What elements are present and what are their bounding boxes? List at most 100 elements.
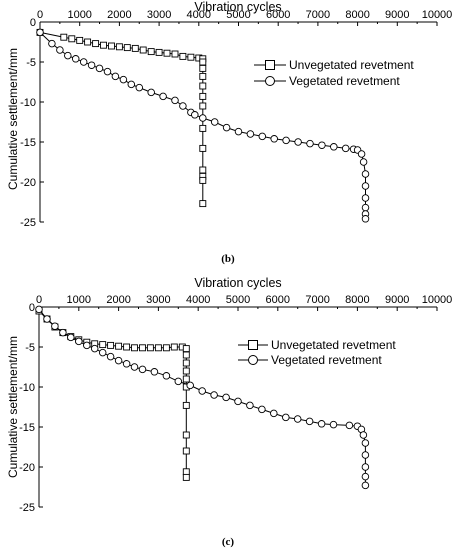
chart-c-legend: Unvegetated revetment Vegetated revetmen…: [238, 338, 396, 367]
legend-b-label-unvegetated: Unvegetated revetment: [289, 58, 414, 72]
chart-b-x-tick-label: 7000: [306, 9, 330, 21]
chart-c-axes: [38, 306, 438, 508]
data-point-unvegetated: [147, 48, 155, 56]
chart-c-y-tick-label: -25: [19, 502, 35, 514]
data-point-vegetated: [75, 337, 83, 346]
data-point-vegetated: [114, 356, 123, 365]
chart-c-y-tick-label: -20: [19, 462, 35, 474]
chart-b-x-tick-label: 4000: [187, 9, 211, 21]
data-point-unvegetated: [199, 72, 207, 80]
data-point-unvegetated: [182, 367, 190, 375]
data-point-unvegetated: [182, 468, 190, 476]
data-point-vegetated: [361, 170, 370, 178]
data-point-vegetated: [171, 96, 179, 105]
data-point-unvegetated: [170, 343, 178, 351]
data-point-vegetated: [345, 421, 354, 430]
data-point-unvegetated: [182, 447, 190, 455]
chart-b-x-tick-label: 3000: [147, 9, 171, 21]
data-point-vegetated: [258, 132, 267, 141]
chart-c-y-tick-label: 0: [29, 302, 35, 314]
data-point-vegetated: [83, 341, 91, 350]
legend-c-label-unvegetated: Unvegetated revetment: [271, 338, 396, 352]
data-point-unvegetated: [182, 345, 190, 353]
data-point-vegetated: [95, 64, 104, 73]
data-point-vegetated: [341, 144, 350, 153]
data-point-vegetated: [150, 368, 159, 376]
data-point-vegetated: [162, 372, 171, 380]
data-point-unvegetated: [92, 40, 100, 48]
chart-b-legend: Unvegetated revetment Vegetated revetmen…: [254, 58, 414, 88]
chart-b-x-tick-label: 9000: [385, 9, 409, 21]
data-point-vegetated: [359, 431, 368, 439]
data-point-vegetated: [127, 80, 136, 89]
chart-c-x-tick-label: 3000: [146, 294, 170, 306]
chart-c-x-tick-label: 6000: [266, 294, 290, 306]
data-point-vegetated: [222, 393, 230, 402]
data-point-vegetated: [361, 182, 370, 190]
chart-c-x-tick-label: 4000: [186, 294, 210, 306]
data-point-unvegetated: [123, 343, 131, 351]
chart-b-x-tick-label: 6000: [266, 9, 290, 21]
data-point-unvegetated: [162, 344, 170, 352]
data-point-vegetated: [246, 401, 254, 410]
data-point-vegetated: [318, 141, 326, 149]
chart-b-title: Vibration cycles: [194, 0, 281, 14]
data-point-vegetated: [106, 352, 115, 361]
data-point-vegetated: [51, 322, 59, 330]
data-point-unvegetated: [199, 82, 207, 90]
data-point-unvegetated: [76, 36, 84, 44]
chart-c-title: Vibration cycles: [194, 276, 281, 290]
chart-b-x-tick-labels: 0 1000 2000 3000 4000 5000 6000 7000 8000 9000 100…: [37, 9, 452, 21]
data-point-vegetated: [90, 344, 99, 353]
data-point-vegetated: [135, 83, 144, 92]
chart-c-x-tick-label: 5000: [226, 294, 250, 306]
chart-c-series-vegetated: [35, 305, 370, 490]
legend-c-square-marker: [248, 340, 258, 350]
data-point-unvegetated: [182, 401, 190, 409]
chart-c-x-tick-label: 10000: [422, 294, 453, 306]
data-point-unvegetated: [139, 46, 147, 54]
data-point-vegetated: [258, 405, 266, 414]
data-point-vegetated: [361, 463, 370, 471]
data-point-vegetated: [282, 136, 290, 145]
chart-b-x-tick-label: 5000: [226, 9, 250, 21]
data-point-vegetated: [111, 72, 120, 81]
chart-c-x-tick-label: 1000: [67, 294, 91, 306]
data-point-vegetated: [191, 111, 199, 119]
data-point-vegetated: [361, 451, 370, 459]
chart-b-y-tick-label: -20: [20, 177, 36, 189]
data-point-vegetated: [122, 360, 131, 368]
data-point-unvegetated: [182, 351, 190, 359]
data-point-unvegetated: [199, 58, 207, 66]
chart-b-caption: (b): [221, 253, 235, 265]
data-point-vegetated: [361, 215, 370, 223]
data-point-vegetated: [361, 472, 370, 481]
data-point-vegetated: [210, 118, 219, 126]
chart-c-x-tick-labels: 0 1000 2000 3000 4000 5000 6000 7000 8000 9000 100…: [36, 294, 452, 306]
data-point-unvegetated: [199, 64, 207, 72]
data-point-unvegetated: [131, 344, 138, 352]
data-point-unvegetated: [182, 431, 190, 439]
data-point-unvegetated: [84, 38, 92, 46]
data-point-vegetated: [130, 363, 139, 371]
data-point-unvegetated: [99, 341, 107, 349]
data-point-vegetated: [103, 67, 112, 76]
data-point-vegetated: [98, 348, 107, 357]
data-point-unvegetated: [171, 50, 179, 58]
chart-b-x-tick-label: 2000: [107, 9, 131, 21]
data-point-vegetated: [306, 139, 314, 148]
data-point-unvegetated: [131, 44, 139, 52]
data-point-vegetated: [357, 150, 366, 158]
chart-panel-b: Vibration cycles Cumulative settlement/m…: [6, 0, 452, 265]
data-point-vegetated: [59, 328, 67, 337]
chart-c-caption: (c): [222, 536, 235, 548]
data-point-vegetated: [293, 415, 302, 423]
data-point-vegetated: [64, 51, 72, 60]
data-point-vegetated: [222, 123, 231, 132]
legend-c-label-vegetated: Vegetated revetment: [271, 353, 382, 367]
chart-c-x-tick-label: 7000: [305, 294, 329, 306]
data-point-vegetated: [234, 397, 242, 406]
data-point-unvegetated: [100, 41, 107, 49]
data-point-unvegetated: [179, 52, 187, 60]
